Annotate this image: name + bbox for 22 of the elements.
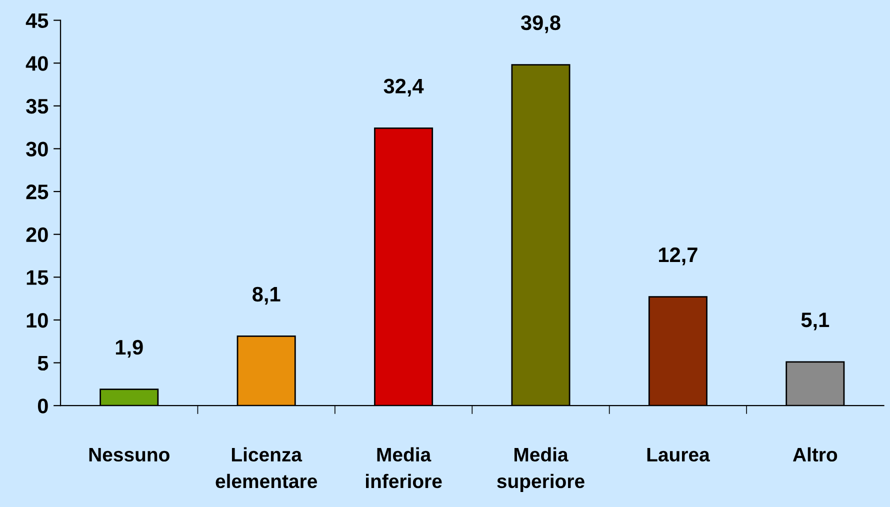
y-tick-label: 35 (26, 98, 48, 114)
x-tick-label: Licenza elementare (216, 447, 318, 488)
x-tick-label: Media inferiore (366, 447, 442, 488)
data-label: 8,1 (252, 286, 280, 305)
data-label: 1,9 (116, 340, 143, 358)
data-label: 5,1 (801, 312, 830, 330)
x-tick-label: Media superiore (497, 447, 584, 492)
data-label: 32,4 (384, 78, 424, 97)
y-tick-label: 0 (38, 398, 48, 414)
y-tick-label: 40 (26, 56, 48, 71)
y-tick-label: 15 (26, 270, 48, 285)
y-tick-label: 25 (26, 184, 48, 200)
y-tick-label: 10 (26, 312, 48, 328)
x-tick-label: Altro (792, 447, 838, 462)
y-tick-label: 45 (26, 13, 48, 28)
y-tick-label: 30 (26, 142, 48, 157)
data-label: 12,7 (658, 247, 698, 266)
y-tick-label: 5 (38, 356, 48, 371)
y-tick-label: 20 (26, 227, 48, 242)
x-tick-label: Laurea (647, 448, 710, 462)
data-label: 39,8 (520, 15, 560, 34)
x-tick-label: Nessuno (89, 448, 170, 462)
